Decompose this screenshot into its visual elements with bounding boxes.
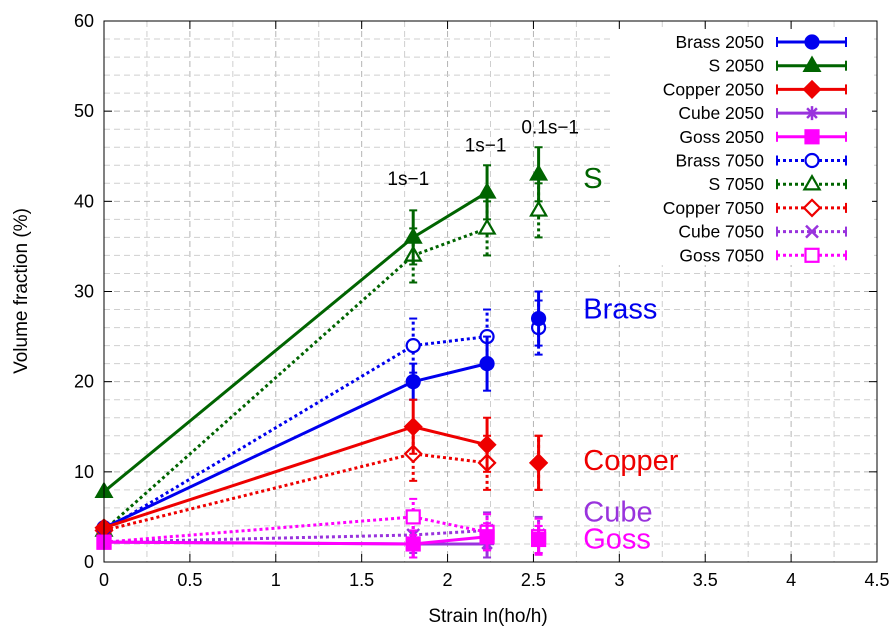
annotation-label: 0.1s−1 bbox=[521, 118, 579, 139]
annotation-label: 1s−1 bbox=[387, 169, 429, 190]
legend-label: Cube 7050 bbox=[678, 222, 764, 242]
legend-label: S 7050 bbox=[709, 174, 765, 194]
legend-marker bbox=[805, 106, 819, 121]
series-line bbox=[103, 425, 414, 530]
x-axis-label: Strain ln(ho/h) bbox=[428, 606, 547, 627]
series-line bbox=[412, 191, 488, 239]
data-point bbox=[530, 531, 547, 548]
series-line bbox=[413, 452, 488, 465]
series-line bbox=[412, 515, 488, 534]
series-line bbox=[103, 515, 414, 544]
data-point bbox=[477, 435, 497, 455]
legend-label: Copper 2050 bbox=[663, 79, 764, 99]
legend-marker bbox=[804, 247, 820, 263]
series-line bbox=[412, 226, 488, 257]
y-tick-label: 20 bbox=[74, 372, 94, 392]
series-line bbox=[103, 254, 415, 532]
legend-label: Goss 2050 bbox=[679, 127, 764, 147]
x-tick-label: 2 bbox=[443, 570, 453, 590]
data-point bbox=[405, 338, 421, 354]
legend-label: S 2050 bbox=[709, 56, 765, 76]
series-layer bbox=[94, 146, 549, 559]
legend-marker bbox=[802, 79, 822, 99]
series-line bbox=[413, 528, 488, 537]
legend-marker bbox=[804, 34, 820, 50]
data-point bbox=[477, 218, 497, 235]
legend-label: Brass 7050 bbox=[675, 151, 764, 171]
x-tick-label: 1.5 bbox=[349, 570, 374, 590]
legend-label: Copper 7050 bbox=[663, 198, 764, 218]
x-tick-label: 4.5 bbox=[864, 570, 889, 590]
legend-marker bbox=[802, 55, 822, 73]
annotation-label: Brass bbox=[583, 294, 657, 326]
legend-marker bbox=[802, 198, 822, 218]
data-point bbox=[405, 374, 421, 390]
y-tick-label: 40 bbox=[74, 191, 94, 211]
series-line bbox=[103, 452, 414, 532]
data-point bbox=[529, 200, 549, 217]
data-point bbox=[529, 164, 549, 181]
series-line bbox=[103, 344, 414, 532]
y-tick-label: 50 bbox=[74, 101, 94, 121]
series-line bbox=[103, 540, 414, 546]
series-line bbox=[413, 535, 488, 546]
data-point bbox=[403, 227, 423, 244]
data-point bbox=[403, 417, 423, 437]
data-point bbox=[529, 453, 549, 473]
series bbox=[94, 398, 549, 538]
legend-label: Brass 2050 bbox=[675, 32, 764, 52]
y-tick-label: 30 bbox=[74, 282, 94, 302]
y-axis-label: Volume fraction (%) bbox=[11, 208, 32, 374]
x-tick-label: 0.5 bbox=[177, 570, 202, 590]
x-tick-label: 2.5 bbox=[521, 570, 546, 590]
data-point bbox=[479, 356, 495, 372]
series-line bbox=[103, 380, 414, 530]
x-tick-label: 3 bbox=[614, 570, 624, 590]
legend-marker bbox=[802, 173, 822, 191]
y-tick-label: 60 bbox=[74, 11, 94, 31]
series bbox=[94, 182, 549, 537]
series bbox=[94, 146, 549, 498]
data-point bbox=[479, 529, 495, 545]
data-point bbox=[530, 310, 547, 327]
legend-label: Cube 2050 bbox=[678, 103, 764, 123]
annotation-label: Goss bbox=[583, 523, 651, 555]
x-tick-label: 3.5 bbox=[693, 570, 718, 590]
data-point bbox=[477, 182, 497, 199]
data-point bbox=[405, 536, 421, 552]
legend-marker bbox=[804, 129, 820, 145]
series-line bbox=[413, 335, 488, 348]
legend-marker bbox=[804, 152, 820, 169]
legend-label: Goss 7050 bbox=[679, 245, 764, 265]
data-point bbox=[405, 509, 421, 525]
y-tick-label: 0 bbox=[84, 552, 94, 572]
annotation-label: 1s−1 bbox=[465, 136, 507, 157]
annotation-label: Cube bbox=[583, 496, 652, 528]
series bbox=[96, 299, 547, 539]
x-tick-label: 0 bbox=[99, 570, 109, 590]
series-line bbox=[412, 425, 488, 447]
annotation-label: Copper bbox=[583, 445, 678, 477]
annotation-label: S bbox=[583, 163, 602, 195]
legend-box bbox=[614, 29, 872, 265]
axes: 0 0.5 1 1.5 2 2.5 3 3.5 4 4.5 0 10 20 30 40 50 60 bbox=[74, 11, 890, 590]
series-line bbox=[412, 362, 488, 384]
series bbox=[97, 511, 546, 554]
x-tick-label: 1 bbox=[271, 570, 281, 590]
x-tick-label: 4 bbox=[786, 570, 796, 590]
series-line bbox=[103, 236, 415, 493]
legend: Brass 2050 S 2050 Copper 2050 Cube 2050 Goss… bbox=[614, 29, 872, 265]
legend-marker bbox=[805, 224, 819, 239]
y-tick-label: 10 bbox=[74, 462, 94, 482]
